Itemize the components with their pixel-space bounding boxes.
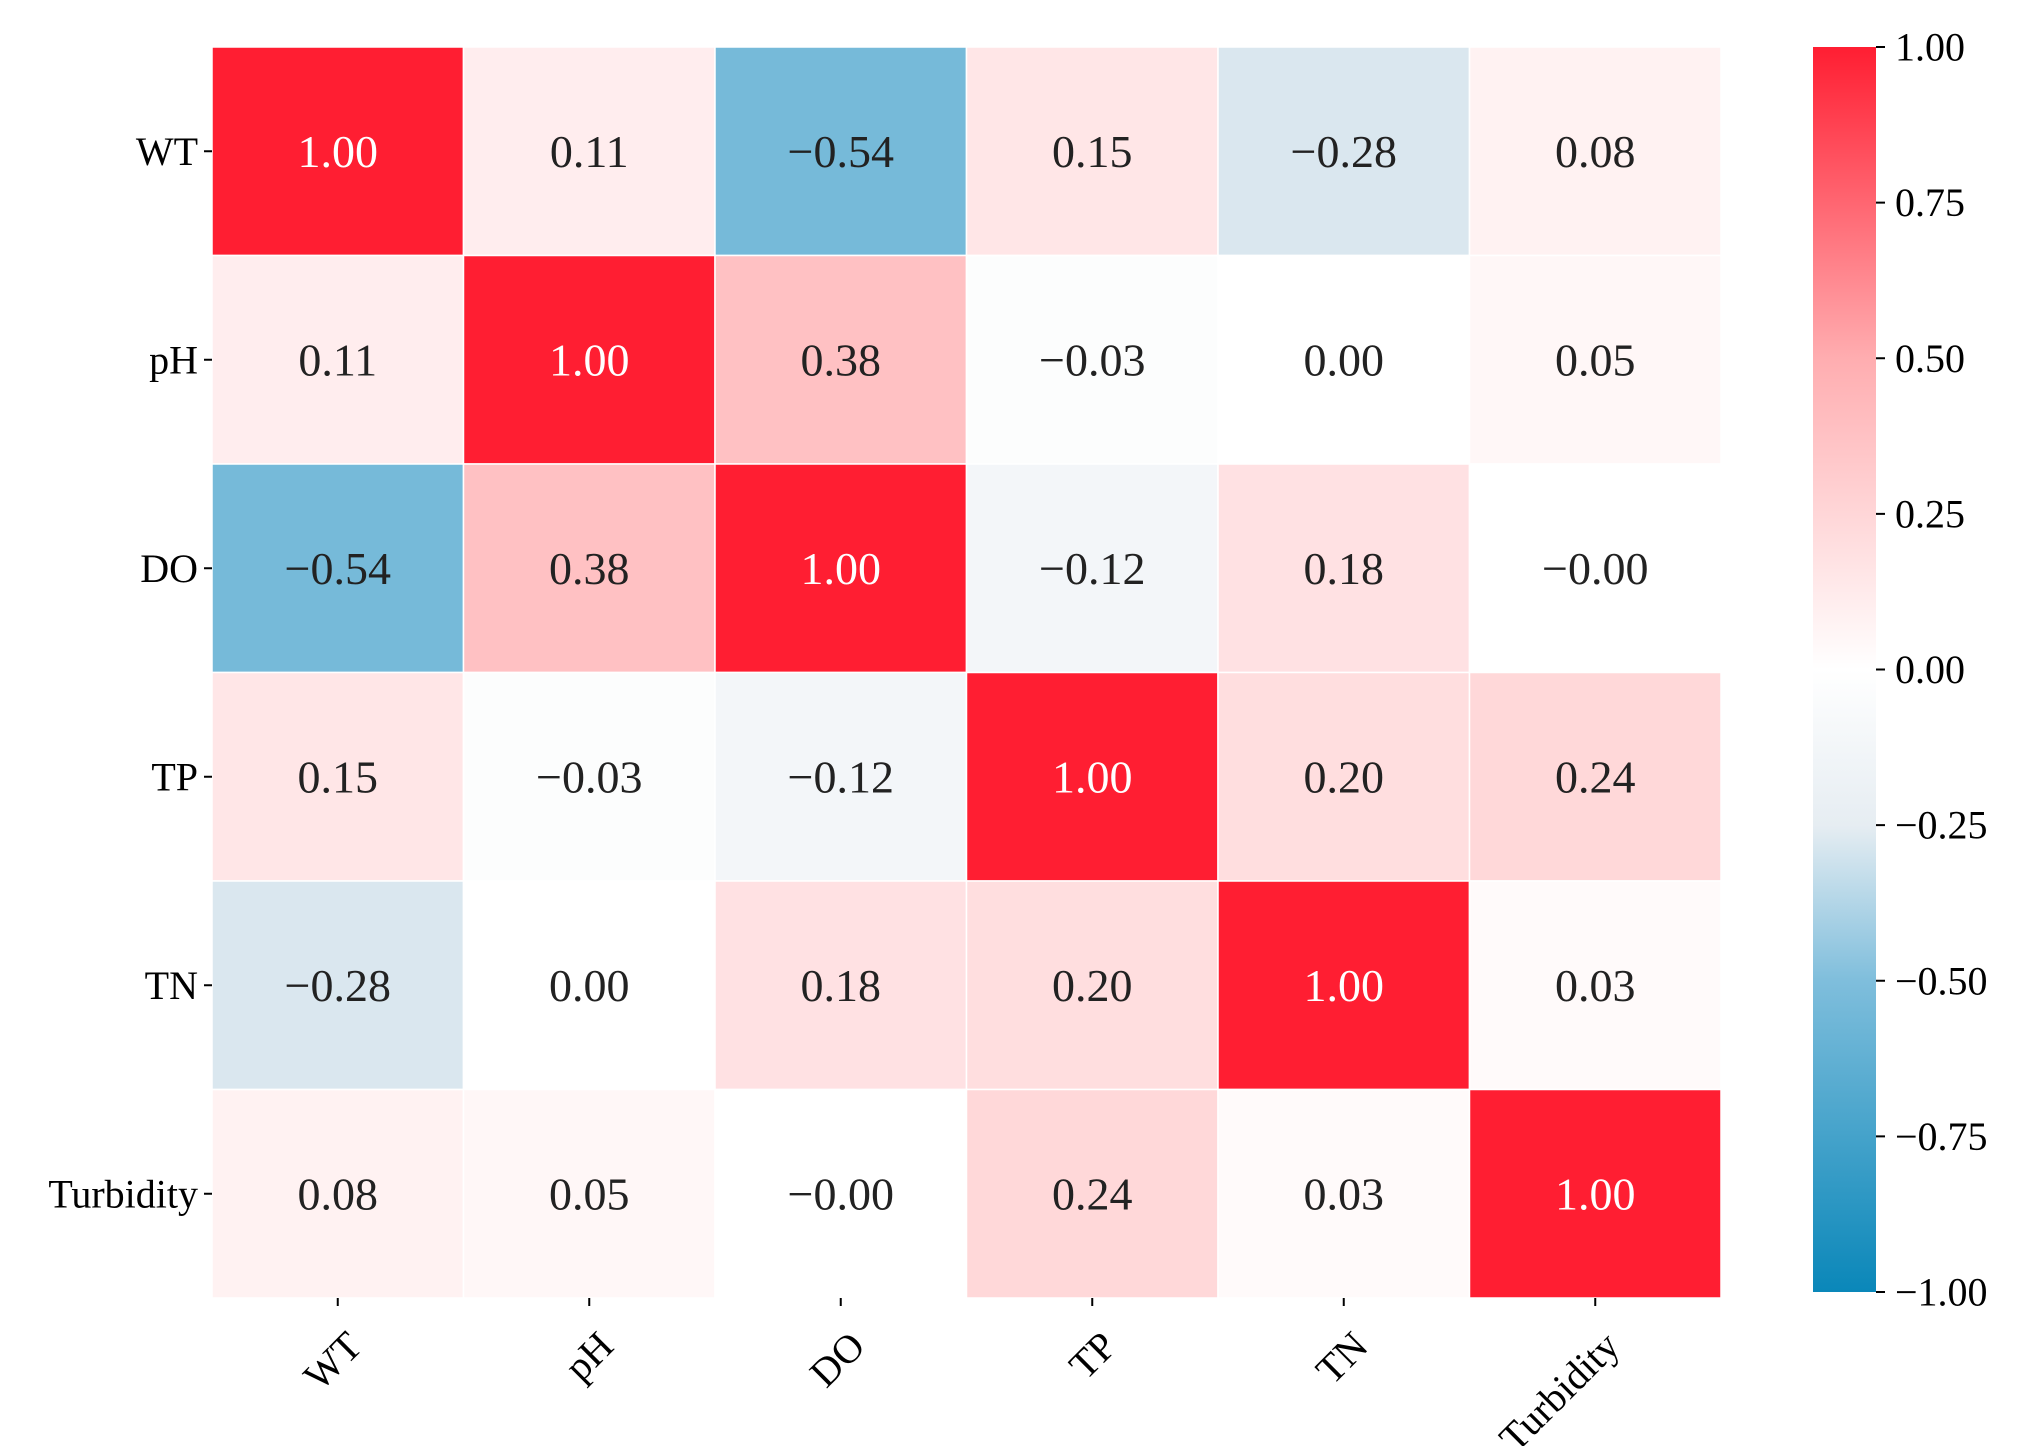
cell-value-label: 1.00 <box>1555 1168 1636 1219</box>
colorbar-tick-label: 0.75 <box>1895 180 1965 225</box>
heatmap-cell <box>965 1088 1219 1299</box>
cell-value-label: 0.15 <box>298 751 379 802</box>
colorbar-gradient <box>1813 47 1876 1292</box>
cell-value-label: 0.18 <box>801 960 882 1011</box>
cell-value-label: 0.03 <box>1555 960 1636 1011</box>
heatmap-cell <box>1217 671 1471 882</box>
heatmap-cell <box>965 880 1219 1091</box>
cell-value-label: 0.11 <box>550 126 629 177</box>
heatmap-cell <box>1468 463 1722 674</box>
cell-value-label: −0.12 <box>788 751 894 802</box>
heatmap-cell <box>714 671 968 882</box>
x-tick-label: TN <box>1307 1323 1377 1393</box>
heatmap-cell <box>1468 880 1722 1091</box>
heatmap-cell <box>965 254 1219 465</box>
y-tick-label: TP <box>151 754 198 799</box>
cell-value-label: −0.03 <box>536 751 642 802</box>
cell-value-label: 0.18 <box>1304 543 1385 594</box>
heatmap-cell <box>211 1088 465 1299</box>
cell-value-label: 0.05 <box>1555 334 1636 385</box>
cell-value-label: 0.00 <box>1304 334 1385 385</box>
cell-value-label: −0.28 <box>1291 126 1397 177</box>
y-tick-label: TN <box>145 963 198 1008</box>
x-tick-label: DO <box>801 1323 874 1396</box>
cell-value-label: 1.00 <box>298 126 379 177</box>
cell-value-label: 0.24 <box>1052 1168 1133 1219</box>
heatmap-cell <box>211 254 465 465</box>
colorbar-tick-label: −0.75 <box>1895 1114 1988 1159</box>
cell-value-label: 0.11 <box>298 334 377 385</box>
heatmap-cell <box>462 671 716 882</box>
cell-value-label: 0.38 <box>801 334 882 385</box>
heatmap-cells: 1.00 0.11 −0.54 0.15 −0.28 0.08 0.11 1.00 0.38 −0… <box>211 46 1722 1299</box>
colorbar-tick-label: −0.50 <box>1895 958 1988 1003</box>
heatmap-cell <box>462 46 716 257</box>
heatmap-cell <box>1468 1088 1722 1299</box>
x-tick-label: TP <box>1060 1323 1125 1388</box>
colorbar-tick-label: −1.00 <box>1895 1270 1988 1315</box>
cell-value-label: −0.00 <box>1542 543 1648 594</box>
colorbar-tick-label: 1.00 <box>1895 25 1965 70</box>
cell-value-label: 1.00 <box>549 334 630 385</box>
cell-value-label: −0.00 <box>788 1168 894 1219</box>
y-tick-label: Turbidity <box>48 1171 198 1216</box>
cell-value-label: 0.08 <box>1555 126 1636 177</box>
heatmap-cell <box>1468 671 1722 882</box>
heatmap-cell <box>1217 463 1471 674</box>
heatmap-cell <box>211 671 465 882</box>
y-tick-label: DO <box>140 546 198 591</box>
cell-value-label: 0.38 <box>549 543 630 594</box>
cell-value-label: 0.20 <box>1304 751 1385 802</box>
heatmap-cell <box>714 46 968 257</box>
cell-value-label: 0.00 <box>549 960 630 1011</box>
heatmap-cell <box>965 463 1219 674</box>
heatmap-cell <box>714 880 968 1091</box>
cell-value-label: −0.03 <box>1039 334 1145 385</box>
colorbar-tick-label: 0.25 <box>1895 491 1965 536</box>
cell-value-label: 1.00 <box>1304 960 1385 1011</box>
cell-value-label: −0.54 <box>285 543 391 594</box>
heatmap-cell <box>211 880 465 1091</box>
heatmap-cell <box>1468 46 1722 257</box>
x-tick-label: Turbidity <box>1490 1323 1628 1446</box>
heatmap-cell <box>1217 880 1471 1091</box>
cell-value-label: −0.12 <box>1039 543 1145 594</box>
heatmap-cell <box>462 463 716 674</box>
colorbar-tick-label: −0.25 <box>1895 803 1988 848</box>
cell-value-label: 0.20 <box>1052 960 1133 1011</box>
y-tick-label: pH <box>149 337 198 382</box>
cell-value-label: 1.00 <box>1052 751 1133 802</box>
x-axis: WT pH DO TP TN Turbidity <box>295 1298 1628 1446</box>
cell-value-label: 0.24 <box>1555 751 1636 802</box>
cell-value-label: −0.28 <box>285 960 391 1011</box>
cell-value-label: 1.00 <box>801 543 882 594</box>
heatmap-cell <box>965 671 1219 882</box>
y-tick-label: WT <box>136 129 198 174</box>
heatmap-cell <box>211 463 465 674</box>
cell-value-label: 0.08 <box>298 1168 379 1219</box>
colorbar-tick-label: 0.50 <box>1895 336 1965 381</box>
x-tick-label: WT <box>295 1323 371 1399</box>
heatmap-cell <box>211 46 465 257</box>
cell-value-label: 0.03 <box>1304 1168 1385 1219</box>
cell-value-label: −0.54 <box>788 126 894 177</box>
heatmap-cell <box>462 254 716 465</box>
heatmap-cell <box>1217 46 1471 257</box>
heatmap-cell <box>1217 1088 1471 1299</box>
colorbar: 1.00 0.75 0.50 0.25 0.00 −0.25 −0.50 −0.75 −1.00 <box>1813 25 1988 1315</box>
cell-value-label: 0.15 <box>1052 126 1133 177</box>
x-tick-label: pH <box>556 1323 622 1389</box>
heatmap-cell <box>1468 254 1722 465</box>
heatmap-cell <box>965 46 1219 257</box>
heatmap-cell <box>714 463 968 674</box>
y-axis: WT pH DO TP TN Turbidity <box>48 129 212 1216</box>
colorbar-tick-label: 0.00 <box>1895 647 1965 692</box>
cell-value-label: 0.05 <box>549 1168 630 1219</box>
